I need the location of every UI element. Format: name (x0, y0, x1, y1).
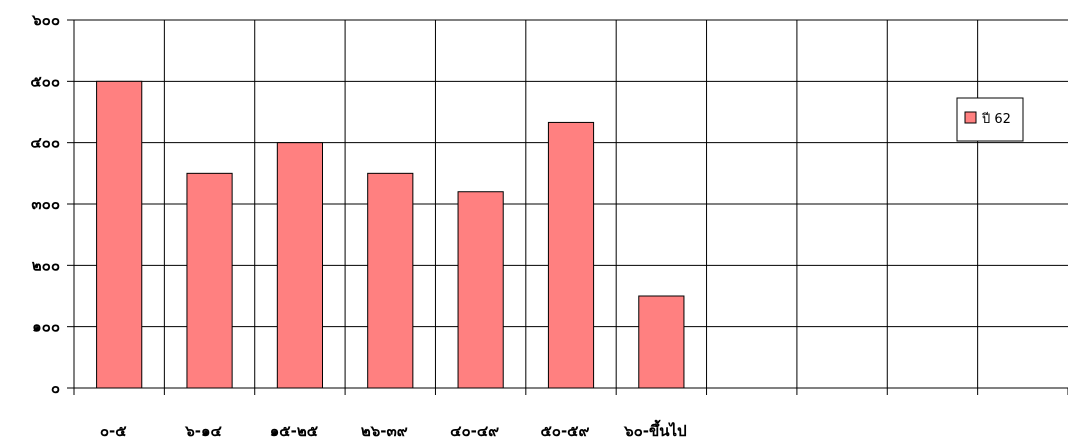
bar (638, 295, 685, 389)
bar (186, 172, 233, 389)
x-tick-label: ๑๕-๒๕ (270, 422, 319, 440)
y-tick-label: ๖๐๐ (31, 11, 60, 29)
y-tick-label: ๒๐๐ (32, 256, 60, 274)
legend-label: ปี 62 (981, 111, 1011, 127)
legend: ปี 62 (956, 97, 1024, 142)
x-tick-label: ๖๐-ขึ้นไป (623, 419, 686, 440)
bar (276, 142, 323, 389)
bar (547, 121, 595, 389)
y-tick-label: ๓๐๐ (31, 195, 60, 213)
bar (96, 80, 143, 389)
x-tick-label: ๔๐-๔๙ (450, 422, 499, 440)
bar (457, 191, 504, 389)
x-tick-label: ๐-๕ (100, 422, 127, 440)
x-tick-label: ๖-๑๔ (184, 422, 222, 440)
x-tick-label: ๕๐-๕๙ (540, 422, 589, 440)
y-tick-label: ๑๐๐ (32, 318, 60, 336)
axes (67, 19, 1068, 395)
bar (367, 172, 414, 389)
bars (96, 80, 685, 389)
legend-swatch (964, 111, 977, 124)
x-tick-label: ๒๖-๓๙ (361, 422, 408, 440)
y-tick-labels: ๐ ๑๐๐ ๒๐๐ ๓๐๐ ๔๐๐ ๕๐๐ ๖๐๐ (30, 11, 60, 397)
grid-lines (74, 19, 1068, 388)
y-tick-label: ๕๐๐ (30, 72, 60, 90)
y-tick-label: ๔๐๐ (30, 134, 60, 152)
y-tick-label: ๐ (51, 379, 60, 397)
x-tick-labels: ๐-๕ ๖-๑๔ ๑๕-๒๕ ๒๖-๓๙ ๔๐-๔๙ ๕๐-๕๙ ๖๐-ขึ้นไป (100, 419, 687, 440)
